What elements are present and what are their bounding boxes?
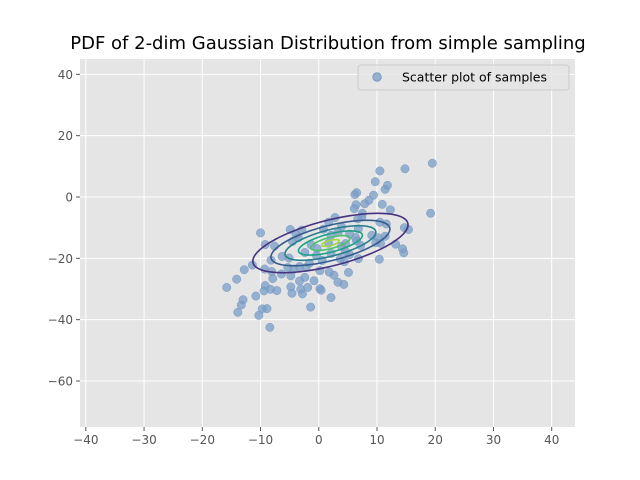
axis-ticks: −40 −30 −20 −10 0 10 20 30 40 −60 −40 −20 0 20 40 [48, 68, 560, 447]
x-tick-label: −40 [73, 433, 98, 447]
y-tick-label: 40 [58, 68, 73, 82]
x-tick-label: 20 [428, 433, 443, 447]
legend-label: Scatter plot of samples [402, 70, 547, 85]
scatter-point [316, 285, 326, 295]
contour-lines [252, 212, 409, 274]
scatter-point [286, 271, 296, 281]
scatter-point [287, 288, 297, 298]
x-tick-label: −20 [190, 433, 215, 447]
scatter-point [277, 269, 286, 279]
scatter-point [326, 293, 336, 303]
scatter-point [426, 208, 436, 218]
chart-title: PDF of 2-dim Gaussian Distribution from … [70, 33, 585, 54]
x-tick-label: 0 [315, 433, 323, 447]
scatter-point [349, 204, 359, 214]
scatter-point [339, 279, 349, 289]
scatter-point [374, 254, 384, 264]
scatter-point [295, 276, 304, 286]
y-tick-label: −40 [48, 313, 73, 327]
scatter-point [272, 286, 282, 295]
scatter-point [306, 302, 316, 312]
legend: Scatter plot of samples [357, 64, 570, 91]
scatter-point [370, 177, 380, 187]
legend-marker [372, 72, 382, 82]
x-tick-label: 40 [544, 433, 559, 447]
scatter-point [344, 267, 353, 277]
contour-line [310, 234, 351, 252]
scatter-point [377, 199, 387, 209]
scatter-point [268, 274, 278, 284]
scatter-point [360, 199, 370, 209]
grid [80, 59, 575, 427]
x-tick-label: 10 [369, 433, 384, 447]
y-tick-label: 0 [65, 191, 73, 205]
scatter-point [399, 248, 409, 258]
scatter-point [380, 184, 390, 194]
scatter-point [303, 283, 313, 292]
scatter-point [233, 307, 243, 317]
contour-line [270, 219, 391, 267]
scatter-point [309, 276, 319, 286]
y-tick-label: −20 [48, 252, 73, 266]
scatter-point [232, 274, 242, 284]
scatter-point [385, 205, 395, 215]
x-tick-label: −10 [248, 433, 273, 447]
scatter-point [350, 190, 360, 199]
scatter-point [375, 166, 385, 176]
legend-box [357, 64, 570, 91]
scatter-point [259, 286, 269, 296]
x-tick-label: 30 [486, 433, 501, 447]
contour-line [297, 230, 364, 256]
scatter-point [254, 310, 264, 320]
scatter-point [239, 265, 249, 275]
scatter-point [262, 304, 272, 314]
scatter-point [236, 300, 246, 310]
contour-line [284, 224, 377, 262]
scatter-point [256, 228, 265, 238]
contour-line [252, 212, 409, 274]
y-tick-label: 20 [58, 129, 73, 143]
scatter-point [265, 322, 275, 332]
contour-line [320, 238, 340, 248]
y-tick-label: −60 [48, 375, 73, 389]
scatter-point [329, 270, 339, 280]
x-tick-label: −30 [131, 433, 156, 447]
scatter-point [251, 291, 261, 301]
scatter-point [298, 289, 307, 299]
scatter-point [222, 283, 232, 292]
scatter-point [427, 158, 437, 168]
scatter-point [400, 164, 410, 174]
